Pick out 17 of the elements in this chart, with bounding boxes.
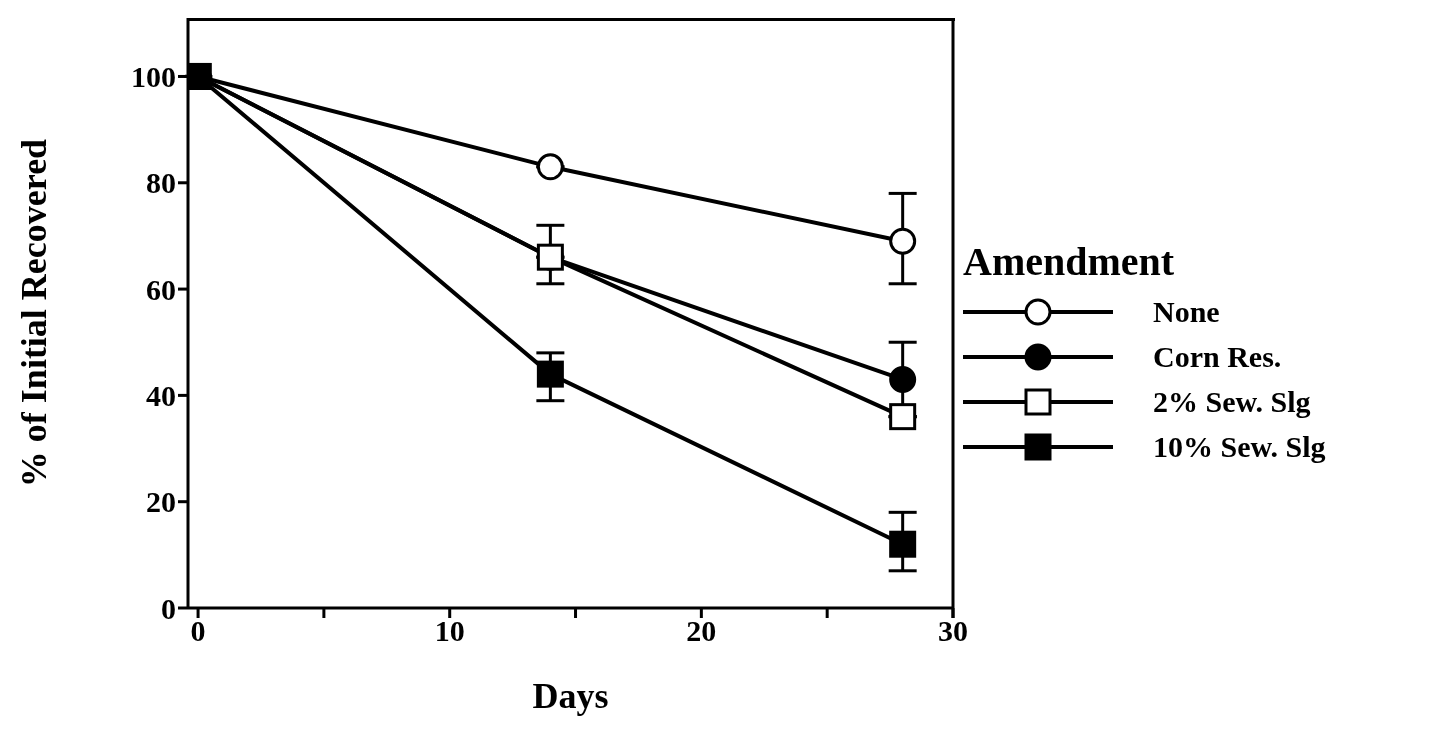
- x-axis-title: Days: [532, 676, 609, 716]
- legend-title: Amendment: [963, 238, 1176, 285]
- legend-label: Corn Res.: [1153, 339, 1282, 374]
- y-tick-label: 100: [131, 60, 176, 94]
- y-tick-label: 80: [146, 166, 176, 200]
- x-tick-label: 10: [434, 614, 465, 648]
- legend-label: 10% Sew. Slg: [1153, 429, 1326, 464]
- x-tick-label: 30: [938, 614, 968, 648]
- legend-label: None: [1153, 294, 1220, 329]
- y-axis-title: % of Initial Recovered: [13, 138, 54, 488]
- y-tick-label: 20: [146, 485, 176, 519]
- x-tick-label: 0: [190, 614, 206, 648]
- y-tick-label: 60: [146, 272, 176, 306]
- legend-label: 2% Sew. Slg: [1153, 384, 1311, 419]
- y-tick-label: 0: [161, 591, 176, 625]
- x-tick-label: 20: [686, 614, 717, 648]
- y-tick-label: 40: [146, 379, 176, 413]
